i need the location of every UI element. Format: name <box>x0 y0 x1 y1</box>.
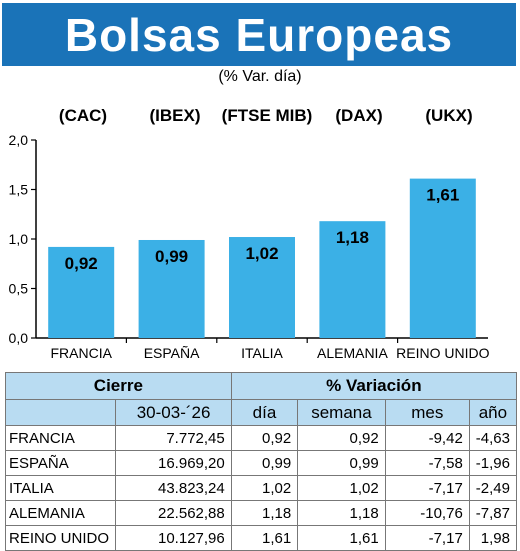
cell-anio: -1,96 <box>468 450 518 476</box>
cell-pais: ALEMANIA <box>4 500 117 526</box>
header-variacion: % Variación <box>230 372 518 400</box>
chart-subtitle: (% Var. día) <box>218 68 302 85</box>
cell-mes: -10,76 <box>384 500 470 526</box>
cell-mes: -7,58 <box>384 450 470 476</box>
cell-dia: 1,02 <box>230 475 299 501</box>
header-mes: mes <box>384 399 470 426</box>
y-tick-label: 0,5 <box>9 281 29 297</box>
bar <box>229 237 295 338</box>
table-row: ESPAÑA 16.969,20 0,99 0,99 -7,58 -1,96 <box>4 450 518 476</box>
table-row: FRANCIA 7.772,45 0,92 0,92 -9,42 -4,63 <box>4 425 518 451</box>
cell-mes: -7,17 <box>384 475 470 501</box>
data-table: Cierre % Variación 30-03-´26 día semana … <box>4 372 518 551</box>
bar-value-label: 1,02 <box>245 244 278 263</box>
cell-mes: -7,17 <box>384 525 470 551</box>
header-date: 30-03-´26 <box>115 399 232 426</box>
chart-title: Bolsas Europeas <box>64 8 454 61</box>
cell-pais: FRANCIA <box>4 425 117 451</box>
index-label-ibex: (IBEX) <box>149 106 201 125</box>
bar <box>319 221 386 338</box>
x-category-label: ESPAÑA <box>144 345 200 361</box>
cell-semana: 1,18 <box>297 500 386 526</box>
index-label-dax: (DAX) <box>335 106 383 125</box>
cell-dia: 1,18 <box>230 500 299 526</box>
cell-semana: 1,02 <box>297 475 386 501</box>
cell-semana: 0,92 <box>297 425 386 451</box>
y-tick-label: 0,0 <box>9 330 29 346</box>
cell-anio: -4,63 <box>468 425 518 451</box>
header-semana: semana <box>297 399 386 426</box>
x-category-label: REINO UNIDO <box>396 345 489 361</box>
index-label-ftsemib: (FTSE MIB) <box>221 106 313 125</box>
cell-cierre: 43.823,24 <box>115 475 232 501</box>
y-tick-label: 1,5 <box>9 182 29 198</box>
cell-cierre: 16.969,20 <box>115 450 232 476</box>
bar-value-label: 1,18 <box>336 228 369 247</box>
index-label-cac: (CAC) <box>58 106 108 125</box>
cell-dia: 0,92 <box>230 425 299 451</box>
table-group-header-row: Cierre % Variación <box>5 372 518 400</box>
index-label-ukx: (UKX) <box>425 106 473 125</box>
cell-semana: 0,99 <box>297 450 386 476</box>
cell-pais: ESPAÑA <box>4 450 117 476</box>
x-category-label: ITALIA <box>241 345 283 361</box>
bar-value-label: 1,61 <box>426 186 459 205</box>
bar-chart: 0,0 0,5 1,0 1,5 2,0 0,92 FRANCIA 0,99 ESPAÑA 1,02… <box>9 132 490 361</box>
x-category-label: ALEMANIA <box>317 345 388 361</box>
cell-anio: -7,87 <box>468 500 518 526</box>
cell-dia: 0,99 <box>230 450 299 476</box>
cell-cierre: 22.562,88 <box>115 500 232 526</box>
bar-value-label: 0,92 <box>65 254 98 273</box>
header-anio: año <box>468 399 518 426</box>
y-tick-label: 1,0 <box>9 231 29 247</box>
bar <box>138 239 205 338</box>
header-empty <box>4 399 117 426</box>
x-category-label: FRANCIA <box>50 345 112 361</box>
cell-cierre: 7.772,45 <box>115 425 232 451</box>
table-row: REINO UNIDO 10.127,96 1,61 1,61 -7,17 1,… <box>4 525 518 551</box>
cell-pais: REINO UNIDO <box>4 525 117 551</box>
bar-value-label: 0,99 <box>155 247 188 266</box>
title-banner: Bolsas Europeas <box>2 3 516 66</box>
table-row: ALEMANIA 22.562,88 1,18 1,18 -10,76 -7,8… <box>4 500 518 526</box>
header-dia: día <box>230 399 299 426</box>
cell-semana: 1,61 <box>297 525 386 551</box>
y-tick-label: 2,0 <box>9 132 29 148</box>
cell-anio: 1,98 <box>468 525 518 551</box>
cell-dia: 1,61 <box>230 525 299 551</box>
table-row: ITALIA 43.823,24 1,02 1,02 -7,17 -2,49 <box>4 475 518 501</box>
header-cierre: Cierre <box>5 372 232 400</box>
cell-cierre: 10.127,96 <box>115 525 232 551</box>
cell-anio: -2,49 <box>468 475 518 501</box>
cell-mes: -9,42 <box>384 425 470 451</box>
bar <box>48 246 115 338</box>
table-column-header-row: 30-03-´26 día semana mes año <box>4 399 518 426</box>
cell-pais: ITALIA <box>4 475 117 501</box>
bar <box>409 178 476 338</box>
data-table-wrapper: Cierre % Variación 30-03-´26 día semana … <box>4 372 518 551</box>
